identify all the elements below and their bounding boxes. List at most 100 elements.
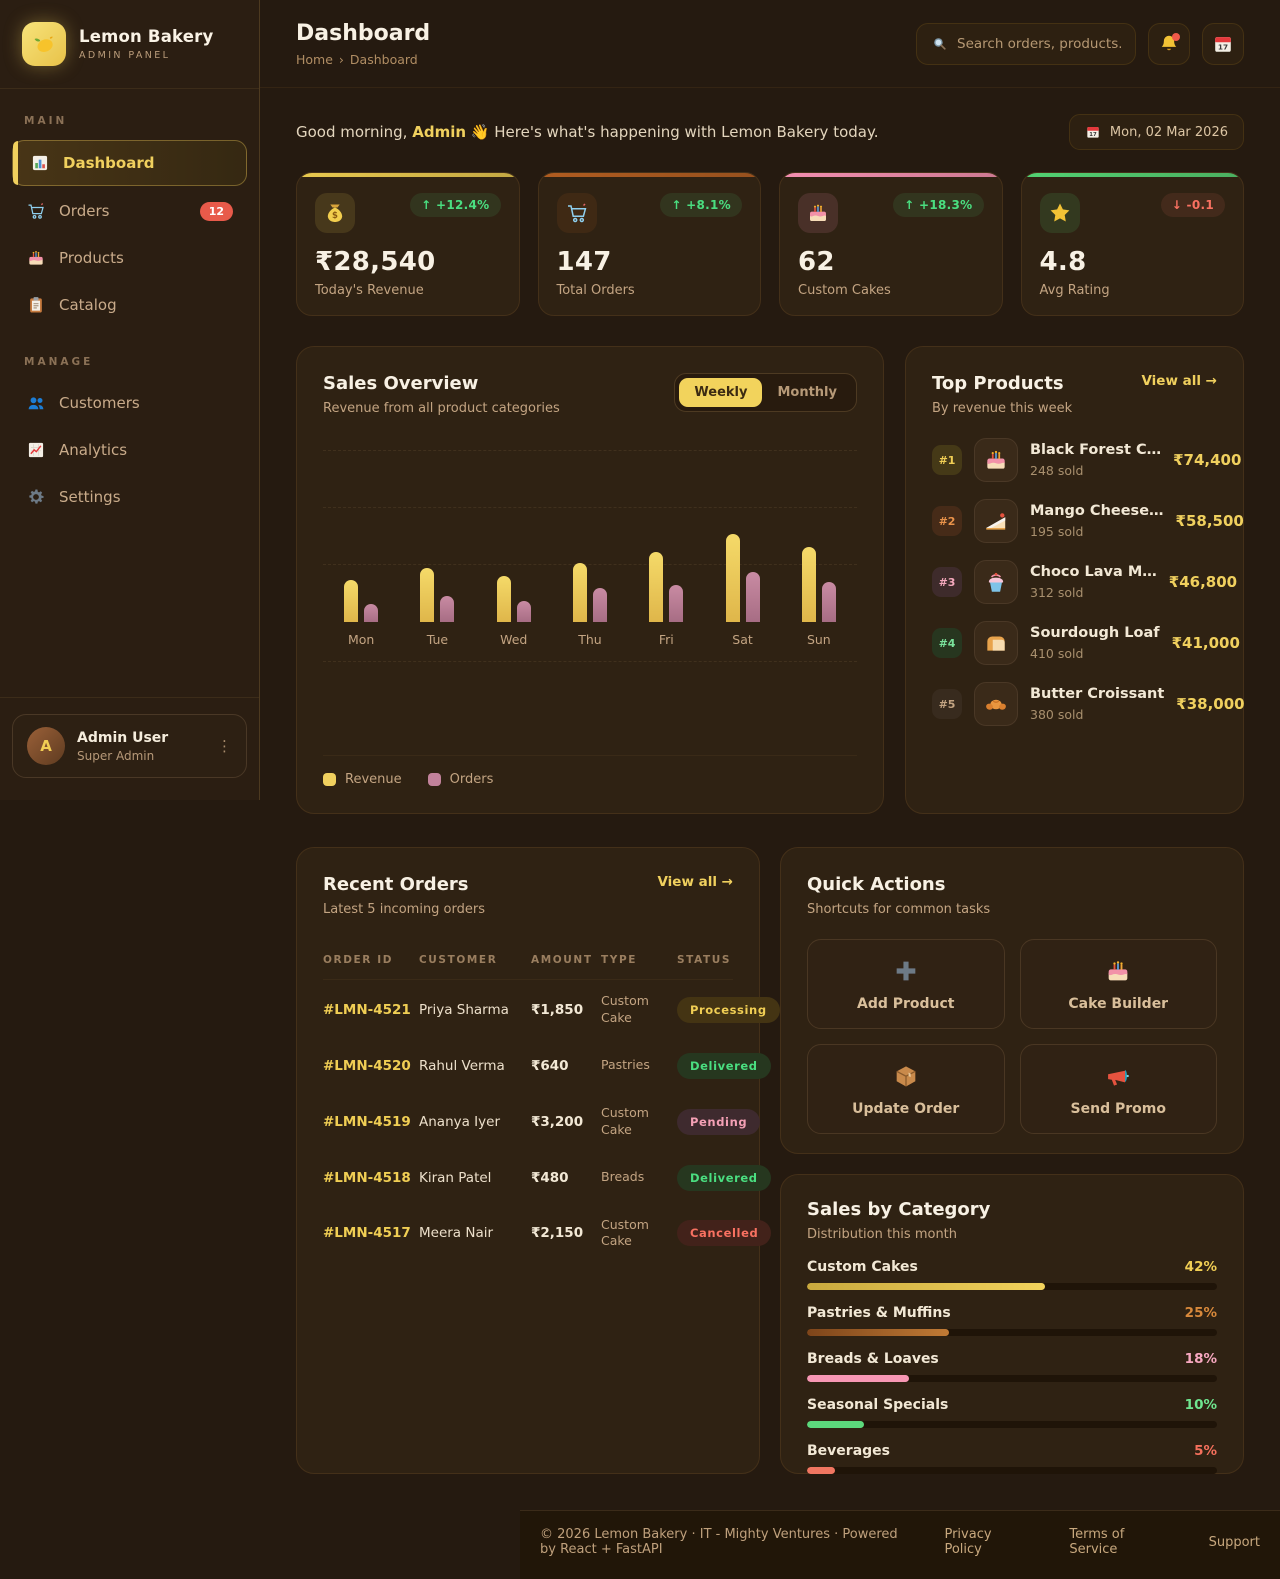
bar-group-thu: [572, 450, 607, 622]
revenue-bar: [572, 563, 587, 622]
sidebar-item-settings[interactable]: Settings: [12, 475, 247, 519]
x-axis-label: Mon: [347, 632, 375, 647]
order-id-link[interactable]: #LMN-4519: [323, 1113, 411, 1130]
stat-change-badge: ↑ +18.3%: [893, 193, 984, 217]
quick-action-label: Add Product: [856, 995, 955, 1012]
order-id-link[interactable]: #LMN-4517: [323, 1225, 411, 1242]
category-progress-fill: [807, 1283, 1045, 1290]
cupcake-icon: [983, 569, 1009, 595]
top-product-row[interactable]: #5 Butter Croissant 380 sold ₹38,000: [932, 682, 1245, 726]
bar-group-sun: [801, 450, 836, 622]
sales-overview-panel: Sales Overview Revenue from all product …: [296, 346, 884, 814]
x-axis-label: Sat: [732, 632, 753, 647]
footer-link-terms-of-service[interactable]: Terms of Service: [1069, 1527, 1125, 1557]
sidebar-user-wrap: A Admin User Super Admin ⋮: [0, 697, 259, 800]
sidebar-item-label: Customers: [59, 394, 140, 412]
stat-label: Today's Revenue: [315, 283, 424, 298]
revenue-bar: [649, 552, 664, 622]
sidebar-item-catalog[interactable]: Catalog: [12, 283, 247, 327]
sales-overview-title: Sales Overview: [323, 373, 479, 394]
product-sold: 410 sold: [1030, 646, 1084, 661]
footer-link-support[interactable]: Support: [1208, 1534, 1260, 1550]
quick-action-cake-builder[interactable]: Cake Builder: [1019, 939, 1217, 1029]
order-id-link[interactable]: #LMN-4521: [323, 1001, 411, 1018]
quick-action-label: Cake Builder: [1068, 995, 1169, 1012]
stat-value: 147: [556, 247, 612, 277]
wave-icon: 👋: [470, 123, 490, 141]
order-id-link[interactable]: #LMN-4520: [323, 1057, 411, 1074]
product-icon-tile: [974, 682, 1018, 726]
sidebar-item-customers[interactable]: Customers: [12, 381, 247, 425]
order-type: Pastries: [601, 1057, 650, 1073]
sidebar-item-label: Dashboard: [63, 154, 155, 172]
sidebar-item-analytics[interactable]: Analytics: [12, 428, 247, 472]
quick-actions-subtitle: Shortcuts for common tasks: [807, 902, 991, 917]
breadcrumb-home[interactable]: Home: [296, 51, 333, 67]
stat-value: 62: [798, 247, 835, 277]
calendar-button[interactable]: 17: [1202, 22, 1244, 65]
product-name: Choco Lava M…: [1030, 564, 1157, 580]
stat-change-badge: ↑ +12.4%: [410, 193, 501, 217]
notifications-button[interactable]: [1148, 22, 1190, 65]
product-icon-tile: [974, 438, 1018, 482]
top-product-row[interactable]: #4 Sourdough Loaf 410 sold ₹41,000: [932, 621, 1240, 665]
recent-orders-view-all-link[interactable]: View all →: [657, 874, 733, 890]
quick-action-update-order[interactable]: Update Order: [807, 1044, 1005, 1134]
order-type: Custom Cake: [601, 993, 649, 1025]
toggle-weekly[interactable]: Weekly: [679, 378, 763, 407]
stat-card-avg-rating: ↓ -0.1 4.8 Avg Rating: [1020, 172, 1244, 316]
greeting-admin-name: Admin: [412, 123, 467, 141]
greeting-text: Good morning, Admin 👋 Here's what's happ…: [296, 123, 879, 141]
croissant-icon: [983, 691, 1009, 717]
kebab-menu-icon[interactable]: ⋮: [217, 737, 232, 755]
quick-action-send-promo[interactable]: Send Promo: [1019, 1044, 1217, 1134]
sales-bar-chart: [323, 450, 857, 622]
top-products-view-all-link[interactable]: View all →: [1141, 373, 1217, 389]
product-sold: 248 sold: [1030, 463, 1084, 478]
revenue-bar: [801, 547, 816, 622]
lemon-icon: [31, 31, 57, 57]
sidebar-item-products[interactable]: Products: [12, 236, 247, 280]
stat-value: ₹28,540: [315, 247, 436, 277]
search-icon: [931, 35, 948, 52]
order-id-link[interactable]: #LMN-4518: [323, 1169, 411, 1186]
top-product-row[interactable]: #2 Mango Cheese… 195 sold ₹58,500: [932, 499, 1244, 543]
product-icon-tile: [974, 621, 1018, 665]
category-percent: 5%: [1194, 1443, 1217, 1459]
app-subtitle: ADMIN PANEL: [79, 50, 171, 61]
footer-link-privacy-policy[interactable]: Privacy Policy: [944, 1527, 992, 1557]
orders-bar: [821, 582, 836, 622]
admin-user-card[interactable]: A Admin User Super Admin ⋮: [12, 714, 247, 778]
product-name: Sourdough Loaf: [1030, 625, 1160, 641]
orders-bar: [440, 596, 455, 622]
stat-card-custom-cakes: ↑ +18.3% 62 Custom Cakes: [779, 172, 1003, 316]
sidebar: Lemon Bakery ADMIN PANEL MAIN Dashboard …: [0, 0, 260, 800]
nav-section-label: MANAGE: [24, 356, 94, 368]
breadcrumb: Home › Dashboard: [296, 52, 430, 67]
stat-label: Avg Rating: [1039, 283, 1110, 298]
column-header: ORDER ID: [323, 954, 394, 966]
product-amount: ₹38,000: [1176, 695, 1245, 713]
rank-badge: #2: [932, 506, 962, 536]
gear-icon: [26, 487, 46, 507]
category-row: Custom Cakes 42%: [807, 1259, 1217, 1290]
sidebar-item-dashboard[interactable]: Dashboard: [12, 140, 247, 186]
bread-icon: [983, 630, 1009, 656]
search-input[interactable]: [957, 35, 1121, 52]
top-product-row[interactable]: #1 Black Forest C… 248 sold ₹74,400: [932, 438, 1241, 482]
recent-orders-panel: Recent Orders Latest 5 incoming orders V…: [296, 847, 780, 1474]
stat-label: Custom Cakes: [798, 283, 891, 298]
orders-bar: [516, 601, 531, 622]
top-product-row[interactable]: #3 Choco Lava M… 312 sold ₹46,800: [932, 560, 1237, 604]
rank-badge: #1: [932, 445, 962, 475]
toggle-monthly[interactable]: Monthly: [777, 385, 837, 400]
legend-orders: Orders: [427, 772, 493, 787]
sidebar-item-orders[interactable]: Orders 12: [12, 189, 247, 233]
cake-icon: [983, 447, 1009, 473]
bar-group-fri: [649, 450, 684, 622]
svg-text:$: $: [332, 211, 338, 221]
bar-group-tue: [420, 450, 455, 622]
product-amount: ₹46,800: [1168, 573, 1238, 591]
quick-action-add-product[interactable]: Add Product: [807, 939, 1005, 1029]
cake-icon: [806, 201, 830, 225]
